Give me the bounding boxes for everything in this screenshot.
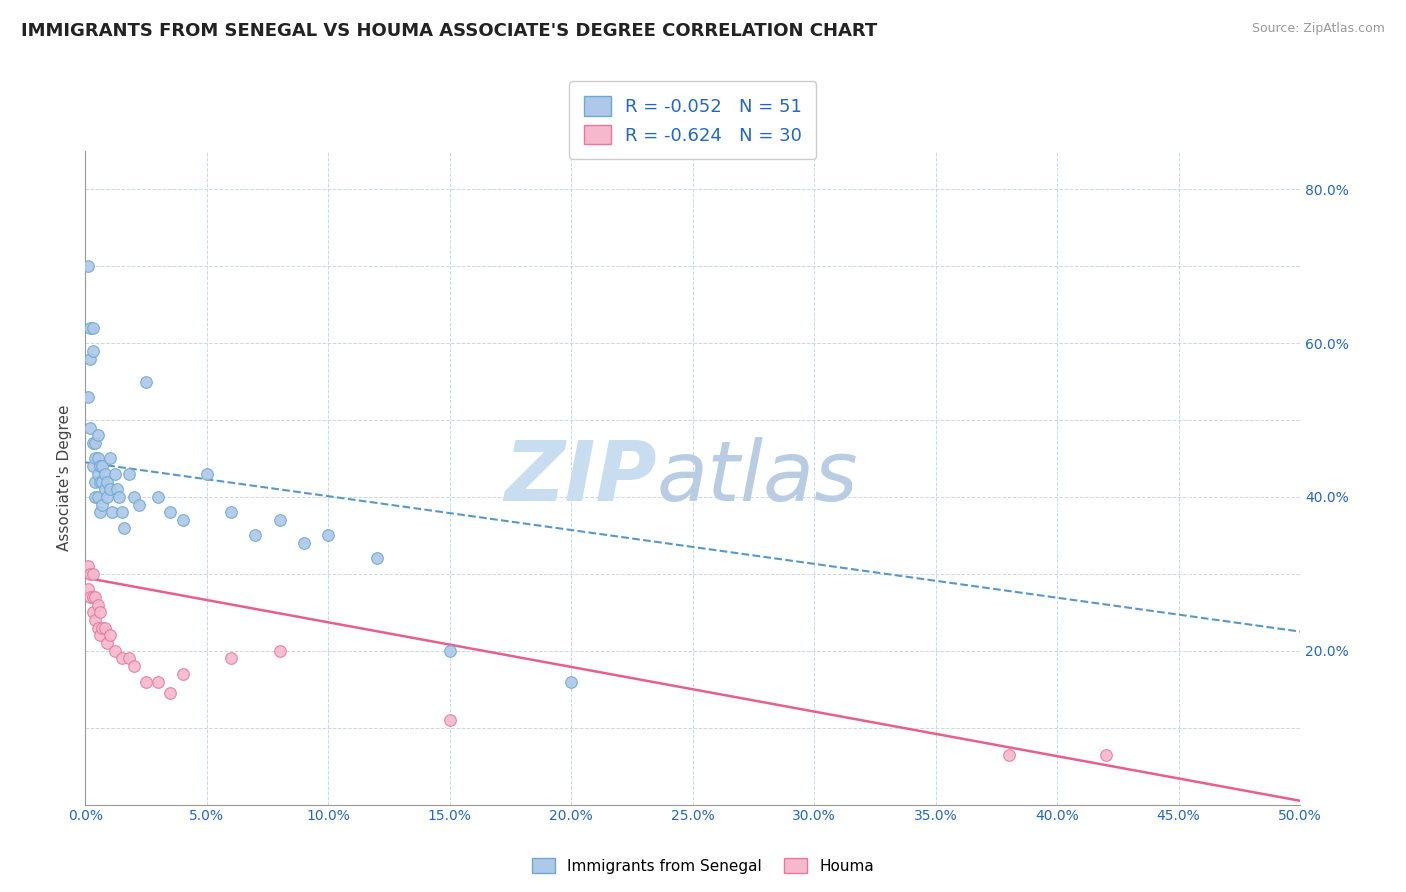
- Point: [269, 513, 291, 527]
- Point: [89, 505, 111, 519]
- Point: [76, 559, 98, 574]
- Point: [94, 467, 117, 481]
- Point: [997, 747, 1019, 762]
- Point: [79, 566, 101, 581]
- Point: [105, 483, 128, 497]
- Point: [98, 483, 121, 497]
- Point: [82, 590, 104, 604]
- Point: [91, 475, 114, 489]
- Point: [148, 674, 170, 689]
- Point: [111, 505, 134, 519]
- Point: [101, 505, 124, 519]
- Point: [82, 436, 104, 450]
- Legend: Immigrants from Senegal, Houma: Immigrants from Senegal, Houma: [526, 852, 880, 880]
- Point: [79, 320, 101, 334]
- Point: [98, 628, 121, 642]
- Text: atlas: atlas: [657, 437, 858, 518]
- Text: IMMIGRANTS FROM SENEGAL VS HOUMA ASSOCIATE'S DEGREE CORRELATION CHART: IMMIGRANTS FROM SENEGAL VS HOUMA ASSOCIA…: [21, 22, 877, 40]
- Point: [219, 505, 242, 519]
- Point: [118, 651, 141, 665]
- Point: [366, 551, 388, 566]
- Point: [79, 421, 101, 435]
- Point: [96, 636, 118, 650]
- Point: [82, 343, 104, 358]
- Point: [1094, 747, 1116, 762]
- Point: [172, 666, 194, 681]
- Point: [84, 490, 107, 504]
- Point: [292, 536, 315, 550]
- Point: [86, 451, 108, 466]
- Point: [245, 528, 267, 542]
- Point: [103, 644, 125, 658]
- Point: [89, 605, 111, 619]
- Point: [135, 375, 157, 389]
- Point: [84, 613, 107, 627]
- Point: [84, 475, 107, 489]
- Point: [98, 451, 121, 466]
- Point: [128, 498, 150, 512]
- Point: [89, 475, 111, 489]
- Point: [148, 490, 170, 504]
- Text: Source: ZipAtlas.com: Source: ZipAtlas.com: [1251, 22, 1385, 36]
- Point: [159, 505, 181, 519]
- Point: [91, 459, 114, 474]
- Point: [135, 674, 157, 689]
- Point: [94, 483, 117, 497]
- Point: [86, 598, 108, 612]
- Legend: R = -0.052   N = 51, R = -0.624   N = 30: R = -0.052 N = 51, R = -0.624 N = 30: [569, 81, 817, 159]
- Point: [560, 674, 582, 689]
- Point: [439, 713, 461, 727]
- Point: [172, 513, 194, 527]
- Point: [91, 498, 114, 512]
- Point: [122, 659, 145, 673]
- Point: [112, 521, 135, 535]
- Point: [82, 566, 104, 581]
- Point: [118, 467, 141, 481]
- Point: [122, 490, 145, 504]
- Point: [96, 475, 118, 489]
- Point: [86, 621, 108, 635]
- Point: [91, 621, 114, 635]
- Point: [86, 467, 108, 481]
- Point: [108, 490, 131, 504]
- Point: [94, 621, 117, 635]
- Point: [111, 651, 134, 665]
- Point: [318, 528, 340, 542]
- Point: [439, 644, 461, 658]
- Text: ZIP: ZIP: [503, 437, 657, 518]
- Point: [103, 467, 125, 481]
- Point: [84, 436, 107, 450]
- Point: [269, 644, 291, 658]
- Point: [89, 628, 111, 642]
- Point: [79, 351, 101, 366]
- Point: [84, 451, 107, 466]
- Point: [89, 459, 111, 474]
- Point: [76, 582, 98, 597]
- Point: [195, 467, 218, 481]
- Point: [79, 590, 101, 604]
- Point: [82, 320, 104, 334]
- Point: [96, 490, 118, 504]
- Point: [76, 259, 98, 273]
- Point: [82, 459, 104, 474]
- Point: [84, 590, 107, 604]
- Y-axis label: Associate's Degree: Associate's Degree: [58, 404, 72, 551]
- Point: [82, 605, 104, 619]
- Point: [86, 490, 108, 504]
- Point: [219, 651, 242, 665]
- Point: [86, 428, 108, 442]
- Point: [159, 686, 181, 700]
- Point: [76, 390, 98, 404]
